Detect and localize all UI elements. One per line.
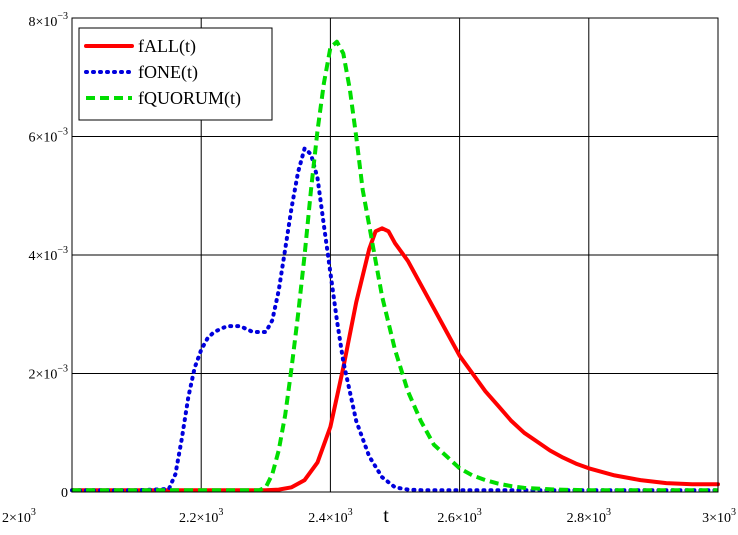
legend-label: fALL(t) <box>138 36 196 57</box>
x-tick-label: 2.4×103 <box>308 507 352 526</box>
legend: fALL(t) fONE(t) fQUORUM(t) <box>78 27 273 121</box>
x-tick-label: 2.8×103 <box>567 507 611 526</box>
y-tick-label: 6×10−3 <box>28 127 68 146</box>
y-tick-label: 0 <box>61 486 68 501</box>
x-tick-label: 2.2×103 <box>179 507 223 526</box>
x-tick-label: 2.6×103 <box>437 507 481 526</box>
x-tick-label: 2×103 <box>2 507 36 526</box>
legend-label: fONE(t) <box>138 62 198 83</box>
y-tick-label: 2×10−3 <box>28 364 68 383</box>
x-axis-label: t <box>383 505 389 527</box>
x-tick-label: 3×103 <box>702 507 736 526</box>
tick-labels: 2×103 2.2×103 2.4×103 2.6×103 2.8×103 3×103 0 2… <box>2 11 736 526</box>
series-lines <box>70 39 720 493</box>
y-tick-label: 4×10−3 <box>28 245 68 264</box>
plot-frame <box>71 17 719 493</box>
series-line <box>72 39 718 493</box>
legend-box <box>78 27 273 121</box>
series-line <box>70 146 720 493</box>
y-tick-label: 8×10−3 <box>28 11 68 30</box>
series-line <box>70 226 720 493</box>
legend-label: fQUORUM(t) <box>138 88 241 109</box>
